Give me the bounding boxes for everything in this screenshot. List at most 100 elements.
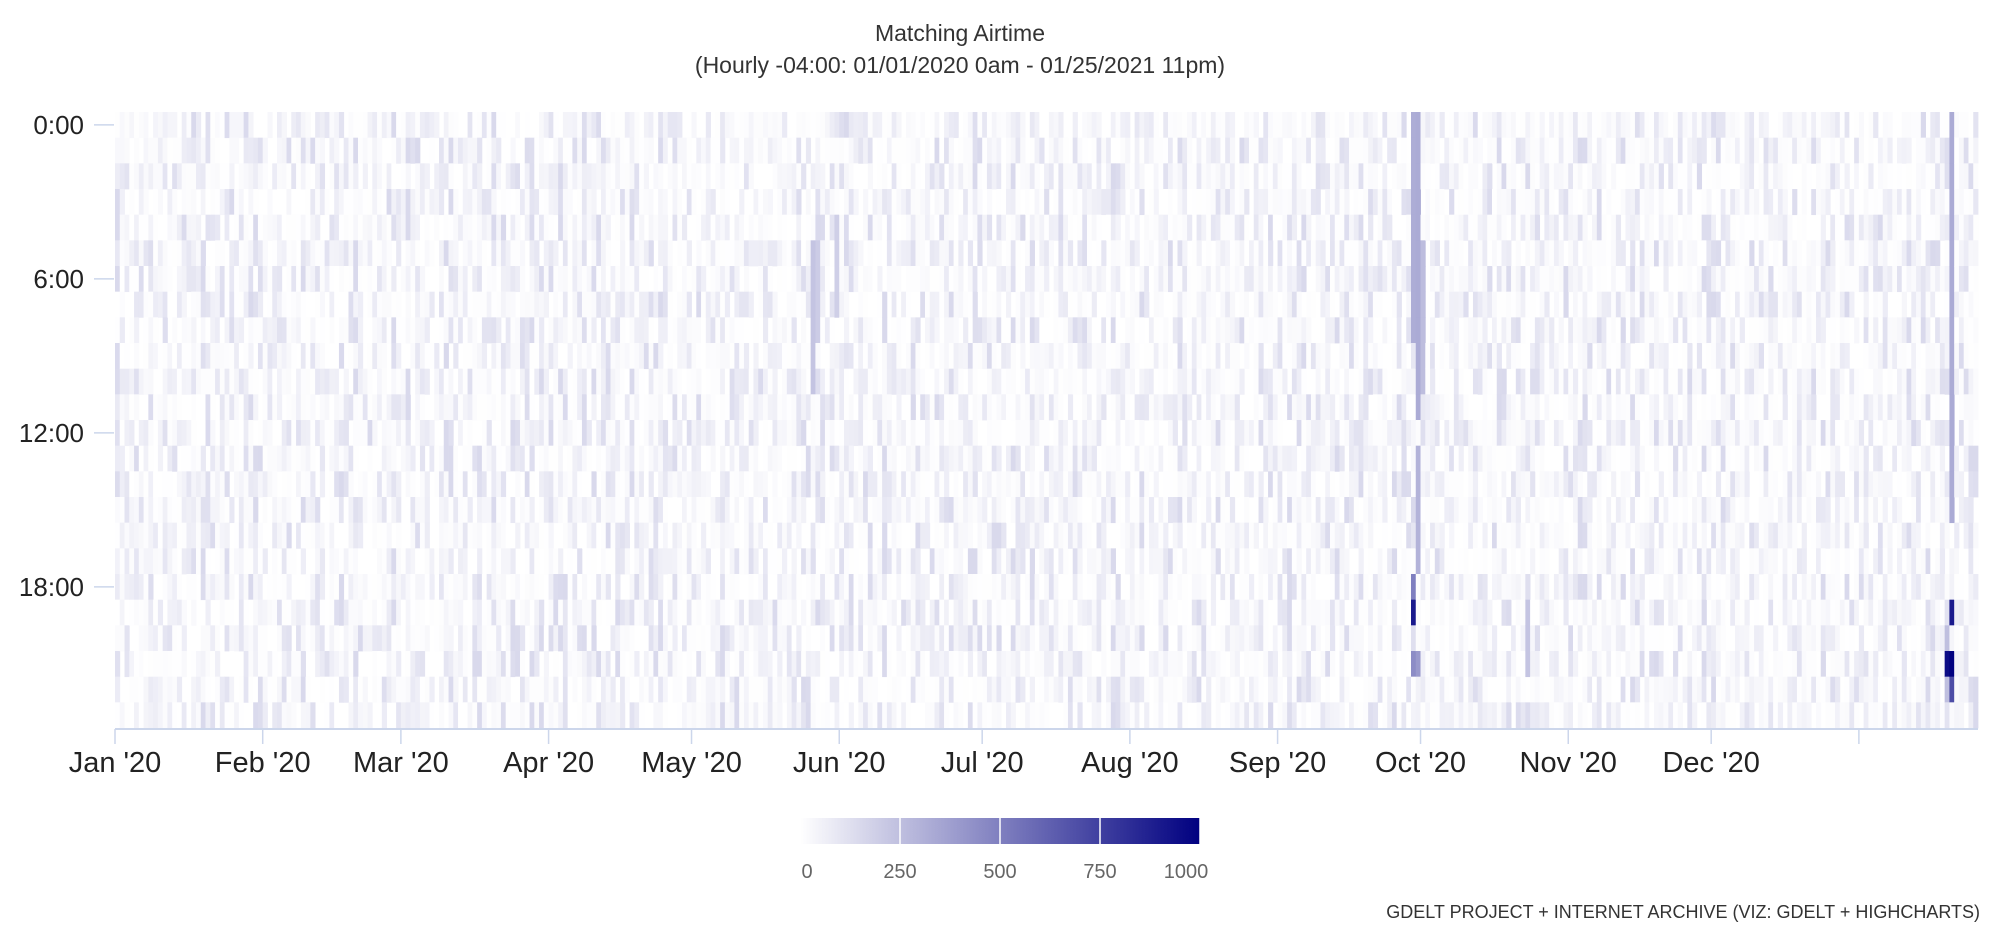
heatmap-cell [372,574,378,601]
heatmap-cell [467,394,473,421]
heatmap-cell [539,676,545,703]
heatmap-cell [1010,651,1016,678]
heatmap-cell [391,651,397,678]
heatmap-cell [229,599,235,626]
heatmap-cell [753,368,759,395]
heatmap-cell [257,651,264,678]
heatmap-cell [581,291,588,318]
heatmap-cell [529,291,535,318]
heatmap-cell [510,471,516,498]
heatmap-cell [1210,189,1217,216]
heatmap-cell [620,522,626,549]
heatmap-cell [1120,522,1126,549]
heatmap-cell [734,548,740,575]
heatmap-cell [1110,343,1116,370]
heatmap-cell [1139,548,1145,575]
heatmap-cell [381,599,387,626]
heatmap-cell [963,343,969,370]
heatmap-cell [1139,137,1145,164]
heatmap-cell [1067,214,1074,241]
heatmap-cell [991,676,997,703]
heatmap-cell [748,702,754,729]
heatmap-cell [315,548,321,575]
heatmap-cell [1029,112,1035,139]
heatmap-cell [248,163,254,190]
heatmap-cell [624,471,630,498]
heatmap-cell [310,445,316,472]
heatmap-cell [543,163,549,190]
heatmap-cell [253,368,259,395]
heatmap-cell [844,317,850,344]
heatmap-cell [696,291,702,318]
heatmap-cell [734,266,740,293]
heatmap-cell [296,651,302,678]
heatmap-cell [1177,266,1183,293]
heatmap-cell [324,394,330,421]
heatmap-cell [372,497,378,524]
heatmap-cell [944,676,950,703]
heatmap-cell [882,625,888,652]
heatmap-cell [319,368,326,395]
heatmap-cell [396,394,402,421]
heatmap-cell [967,548,974,575]
heatmap-cell [810,651,816,678]
heatmap-cell [1177,522,1183,549]
heatmap-cell [948,163,954,190]
heatmap-cell [677,291,683,318]
heatmap-cell [238,522,245,549]
heatmap-cell [243,240,249,267]
heatmap-cell [1082,240,1088,267]
heatmap-cell [329,599,335,626]
heatmap-cell [1253,394,1259,421]
heatmap-cell [858,137,864,164]
heatmap-cell [129,394,135,421]
heatmap-cell [777,702,783,729]
heatmap-cell [777,625,783,652]
heatmap-cell [419,702,426,729]
heatmap-cell [1134,137,1140,164]
heatmap-cell [510,317,516,344]
heatmap-cell [691,112,697,139]
heatmap-cell [257,291,264,318]
heatmap-cell [1091,548,1097,575]
heatmap-cell [1182,214,1188,241]
heatmap-cell [453,394,459,421]
heatmap-cell [620,625,626,652]
heatmap-cell [805,137,812,164]
heatmap-cell [1163,676,1169,703]
heatmap-cell [296,625,302,652]
heatmap-cell [1044,189,1050,216]
heatmap-cell [910,522,916,549]
heatmap-cell [1034,317,1040,344]
heatmap-cell [338,240,345,267]
heatmap-cell [176,137,183,164]
heatmap-cell [586,651,592,678]
heatmap-cell [486,651,492,678]
heatmap-cell [705,651,711,678]
heatmap-cell [1020,599,1026,626]
heatmap-cell [510,599,516,626]
heatmap-cell [634,317,640,344]
heatmap-cell [629,599,635,626]
heatmap-cell [467,214,473,241]
heatmap-cell [229,112,235,139]
heatmap-cell [558,625,564,652]
heatmap-cell [1067,497,1074,524]
heatmap-cell [963,574,969,601]
heatmap-cell [505,189,511,216]
heatmap-cell [977,599,983,626]
heatmap-cell [181,343,187,370]
heatmap-cell [115,599,121,626]
heatmap-cell [119,420,125,447]
heatmap-cell [982,112,988,139]
heatmap-cell [839,471,845,498]
heatmap-cell [534,368,540,395]
heatmap-cell [148,497,154,524]
heatmap-cell [696,676,702,703]
heatmap-cell [753,240,759,267]
heatmap-cell [138,189,144,216]
heatmap-cell [415,522,421,549]
heatmap-cell [167,625,173,652]
heatmap-cell [715,394,721,421]
heatmap-cell [877,445,883,472]
